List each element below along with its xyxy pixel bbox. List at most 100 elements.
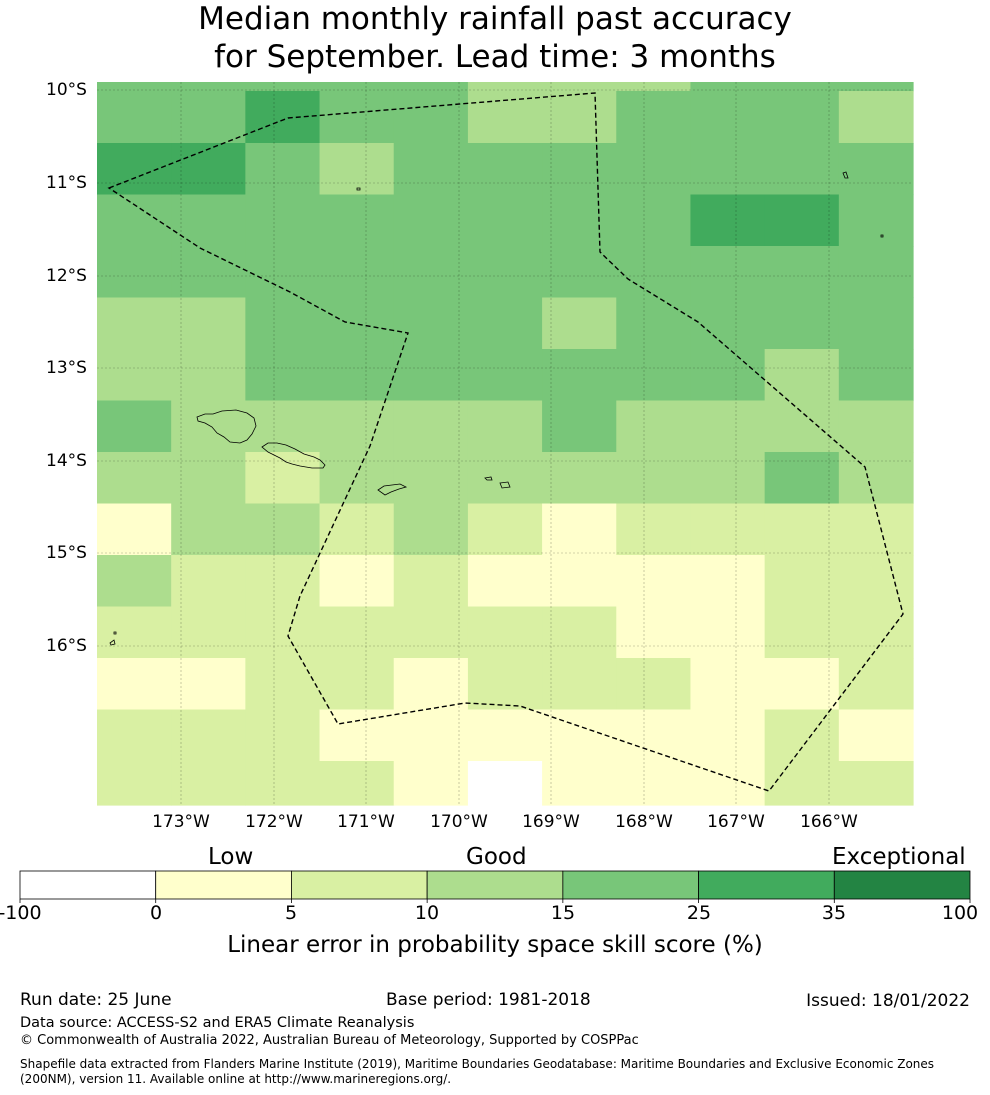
southwest-islet bbox=[109, 631, 117, 646]
colorbar-tick-label: 25 bbox=[686, 902, 712, 924]
grid-cell bbox=[171, 400, 246, 453]
grid-cell bbox=[171, 194, 246, 247]
grid-cell bbox=[393, 143, 469, 196]
land-outlines bbox=[109, 171, 884, 646]
grid-cell bbox=[97, 349, 172, 402]
skill-grid bbox=[97, 82, 914, 806]
grid-cell bbox=[393, 194, 469, 247]
grid-cell bbox=[838, 709, 914, 762]
colorbar-label: Linear error in probability space skill … bbox=[227, 932, 763, 958]
grid-cell bbox=[616, 709, 692, 762]
grid-cell bbox=[764, 761, 840, 806]
grid-cell bbox=[616, 761, 692, 806]
grid-cell bbox=[245, 658, 321, 711]
category-label-low: Low bbox=[208, 844, 254, 870]
grid-cell bbox=[97, 761, 172, 806]
grid-cell bbox=[467, 709, 543, 762]
grid-cell bbox=[764, 82, 840, 92]
grid-cell bbox=[616, 82, 692, 92]
grid-cell bbox=[467, 606, 543, 659]
grid-cell bbox=[319, 349, 395, 402]
grid-cell bbox=[319, 503, 395, 556]
grid-cell bbox=[319, 246, 395, 299]
title-line-1: Median monthly rainfall past accuracy bbox=[198, 1, 792, 37]
grid-cell bbox=[393, 606, 469, 659]
grid-cell bbox=[838, 143, 914, 196]
grid-cell bbox=[838, 606, 914, 659]
grid-cell bbox=[838, 349, 914, 402]
grid-cell bbox=[393, 709, 469, 762]
lat-label-11s: 11°S bbox=[46, 173, 87, 193]
grid-cell bbox=[616, 555, 692, 608]
lat-label-12s: 12°S bbox=[46, 266, 87, 286]
grid-cell bbox=[467, 143, 543, 196]
grid-cell bbox=[467, 349, 543, 402]
grid-cell bbox=[171, 91, 246, 144]
lon-label-167w: 167°W bbox=[707, 812, 765, 832]
grid-cell bbox=[690, 349, 766, 402]
graticule bbox=[97, 82, 913, 805]
grid-cell bbox=[97, 143, 172, 196]
lat-label-14s: 14°S bbox=[46, 451, 87, 471]
lon-label-171w: 171°W bbox=[337, 812, 395, 832]
grid-cell bbox=[690, 503, 766, 556]
grid-cell bbox=[690, 400, 766, 453]
grid-cell bbox=[171, 82, 246, 92]
colorbar bbox=[19, 870, 971, 903]
grid-cell bbox=[690, 606, 766, 659]
colorbar-tick-label: 100 bbox=[941, 902, 979, 924]
grid-cell bbox=[97, 658, 172, 711]
grid-cell bbox=[542, 91, 617, 144]
grid-cell bbox=[838, 297, 914, 350]
colorbar-segment bbox=[155, 870, 292, 900]
grid-cell bbox=[319, 452, 395, 505]
lon-label-170w: 170°W bbox=[430, 812, 488, 832]
upolu-island bbox=[261, 442, 326, 469]
title-line-2: for September. Lead time: 3 months bbox=[214, 39, 776, 75]
tokelau-islet-1 bbox=[842, 171, 849, 179]
grid-cell bbox=[319, 82, 395, 92]
grid-cell bbox=[467, 91, 543, 144]
colorbar-tick-label: 10 bbox=[414, 902, 440, 924]
grid-cell bbox=[764, 194, 840, 247]
lon-label-168w: 168°W bbox=[615, 812, 673, 832]
lat-label-13s: 13°S bbox=[46, 358, 87, 378]
grid-cell bbox=[764, 555, 840, 608]
grid-cell bbox=[467, 503, 543, 556]
issued-date: Issued: 18/01/2022 bbox=[806, 991, 970, 1011]
grid-cell bbox=[171, 555, 246, 608]
grid-cell bbox=[319, 91, 395, 144]
grid-cell bbox=[393, 452, 469, 505]
grid-cell bbox=[838, 658, 914, 711]
grid-cell bbox=[467, 297, 543, 350]
grid-cell bbox=[319, 297, 395, 350]
colorbar-segment bbox=[291, 870, 428, 900]
shapefile-credit: Shapefile data extracted from Flanders M… bbox=[20, 1057, 935, 1086]
grid-cell bbox=[616, 658, 692, 711]
grid-cell bbox=[393, 658, 469, 711]
grid-cell bbox=[542, 555, 617, 608]
grid-cell bbox=[319, 658, 395, 711]
grid-cell bbox=[245, 761, 321, 806]
grid-cell bbox=[245, 452, 321, 505]
swains-islet bbox=[356, 187, 361, 191]
grid-cell bbox=[764, 91, 840, 144]
grid-cell bbox=[245, 400, 321, 453]
category-label-good: Good bbox=[466, 844, 527, 870]
grid-cell bbox=[245, 606, 321, 659]
grid-cell bbox=[245, 194, 321, 247]
grid-cell bbox=[171, 297, 246, 350]
grid-cell bbox=[542, 82, 617, 92]
colorbar-tick-label: -100 bbox=[0, 902, 42, 924]
grid-cell bbox=[97, 194, 172, 247]
grid-cell bbox=[616, 246, 692, 299]
grid-cell bbox=[393, 91, 469, 144]
grid-cell bbox=[690, 555, 766, 608]
grid-cell bbox=[171, 503, 246, 556]
grid-cell bbox=[467, 246, 543, 299]
grid-cell bbox=[542, 452, 617, 505]
grid-cell bbox=[764, 349, 840, 402]
grid-cell bbox=[319, 761, 395, 806]
grid-cell bbox=[690, 658, 766, 711]
